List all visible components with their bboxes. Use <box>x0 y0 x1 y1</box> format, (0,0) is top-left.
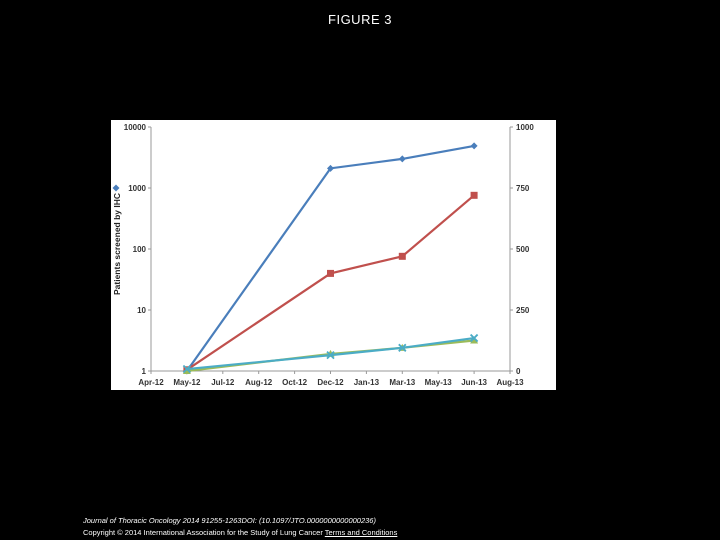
x-tick-label: Aug-12 <box>245 378 273 387</box>
data-point-patients-treated-with-crizotinib <box>326 351 335 360</box>
series-line-patients-treated-with-crizotinib <box>186 336 475 371</box>
x-tick-label: Mar-13 <box>389 378 415 387</box>
data-point-patients-treated-with-crizotinib <box>469 333 479 343</box>
x-tick-label: Aug-13 <box>496 378 524 387</box>
x-tick-label: Dec-12 <box>317 378 344 387</box>
data-point-patients-screened-with-fish <box>398 252 406 260</box>
left-tick-label: 10 <box>137 306 146 315</box>
left-axis-legend-marker <box>112 184 120 192</box>
left-tick-label: 1 <box>142 367 147 376</box>
data-point-patients-screened-by-ihc <box>327 164 334 172</box>
series-line-patients-screened-with-fish <box>186 194 475 371</box>
data-point-patients-screened-with-fish <box>327 269 334 277</box>
citation-text: Journal of Thoracic Oncology 2014 91255-… <box>83 516 376 525</box>
right-tick-label: 750 <box>516 184 530 193</box>
terms-link[interactable]: Terms and Conditions <box>324 528 398 537</box>
figure-title: FIGURE 3 <box>328 12 392 27</box>
x-tick-label: Jul-12 <box>211 378 235 387</box>
x-tick-label: Jan-13 <box>354 378 380 387</box>
series-line-patients-screened-by-ihc <box>186 144 475 372</box>
data-point-patients-screened-with-fish <box>470 191 478 199</box>
left-axis-label: Patients screened by IHC <box>112 193 122 295</box>
x-tick-label: May-12 <box>173 378 201 387</box>
copyright-text: Copyright © 2014 International Associati… <box>83 528 323 537</box>
x-tick-label: Apr-12 <box>138 378 164 387</box>
copyright-line: Copyright © 2014 International Associati… <box>83 528 397 537</box>
data-point-patients-treated-with-crizotinib <box>182 364 192 374</box>
data-point-patients-treated-with-crizotinib <box>398 343 407 352</box>
right-tick-label: 0 <box>516 367 521 376</box>
data-point-patients-screened-by-ihc <box>398 155 406 163</box>
left-tick-label: 100 <box>133 245 147 254</box>
x-tick-label: Jun-13 <box>461 378 487 387</box>
x-tick-label: Oct-12 <box>282 378 307 387</box>
data-point-patients-confirmed-with-fish <box>470 336 479 344</box>
right-tick-label: 1000 <box>516 123 534 132</box>
right-tick-label: 250 <box>516 306 530 315</box>
chart-panel: 1 10 100 1000 10000 0 250 500 750 1000 Apr-12 May-1… <box>111 120 556 390</box>
left-tick-label: 10000 <box>124 123 147 132</box>
data-point-patients-screened-by-ihc <box>470 142 478 150</box>
x-tick-label: May-13 <box>425 378 453 387</box>
dual-axis-line-chart: 1 10 100 1000 10000 0 250 500 750 1000 Apr-12 May-1… <box>112 123 534 387</box>
right-tick-label: 500 <box>516 245 530 254</box>
left-tick-label: 1000 <box>128 184 146 193</box>
